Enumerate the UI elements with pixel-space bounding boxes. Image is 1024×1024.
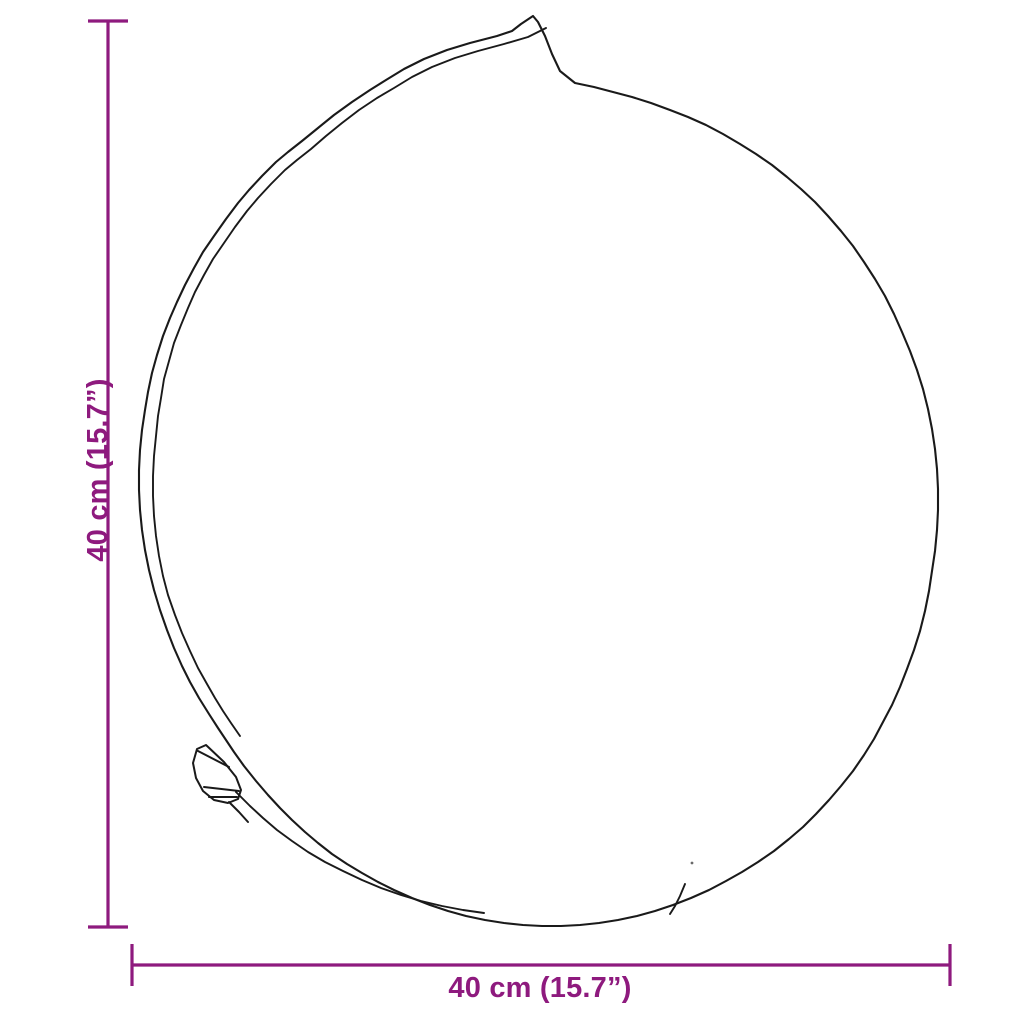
mirror-outline-group: [137, 14, 940, 928]
mirror-rim-lower-left: [235, 791, 485, 914]
mirror-bottom-hook-detail: [669, 883, 686, 915]
bracket-body: [192, 744, 242, 804]
bracket-tail: [228, 801, 249, 823]
mirror-outer-edge: [137, 14, 940, 928]
width-dimension-label: 40 cm (15.7”): [448, 972, 632, 1004]
height-dimension-label: 40 cm (15.7”): [82, 378, 114, 562]
mirror-inner-rim-left: [152, 27, 547, 737]
speck-mark: [690, 861, 694, 865]
dimension-lines-group: [88, 19, 952, 986]
bracket-top-line: [197, 750, 230, 768]
bracket-mid-line: [203, 786, 240, 792]
hook-stroke: [669, 883, 686, 915]
mirror-hanging-bracket: [192, 744, 249, 823]
